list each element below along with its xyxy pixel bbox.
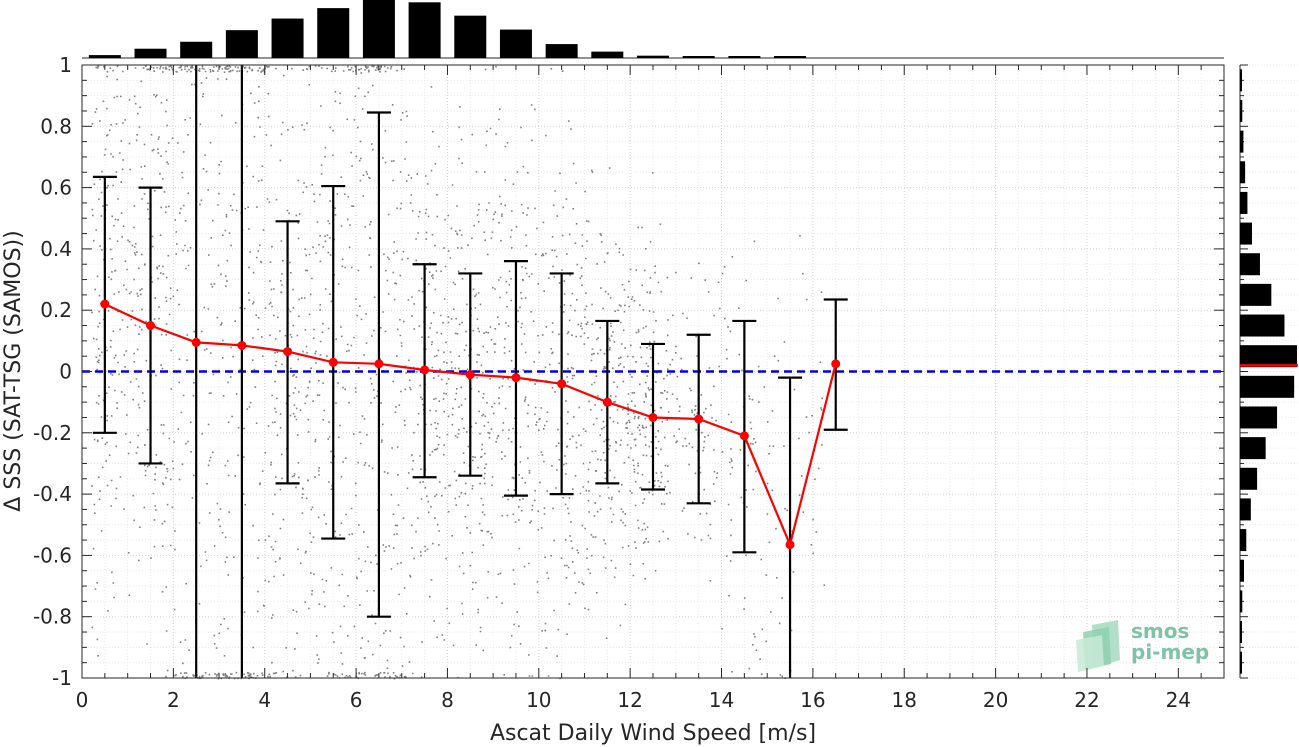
right-histogram-bar (1240, 161, 1246, 184)
right-histogram (1240, 69, 1298, 674)
mean-point (100, 299, 110, 309)
x-tick-label: 10 (526, 688, 551, 712)
right-histogram-bar (1240, 559, 1244, 582)
x-tick-label: 2 (167, 688, 180, 712)
x-tick-label: 22 (1074, 688, 1099, 712)
x-axis-label: Ascat Daily Wind Speed [m/s] (490, 721, 816, 746)
right-histogram-bar (1240, 69, 1242, 92)
y-tick-label: 0.4 (40, 237, 72, 261)
y-tick-label: 0 (59, 360, 72, 384)
x-tick-label: 14 (709, 688, 734, 712)
x-tick-label: 20 (983, 688, 1008, 712)
top-histogram-bar (88, 55, 121, 58)
error-bar (778, 376, 803, 678)
y-axis-label: Δ SSS (SAT-TSG (SAMOS)) (1, 230, 26, 511)
y-tick-label: 0.8 (40, 114, 72, 138)
x-tick-label: 0 (76, 688, 89, 712)
mean-point (146, 321, 156, 331)
mean-point (557, 379, 567, 389)
right-histogram-bar (1240, 253, 1260, 276)
mean-point (328, 357, 338, 367)
right-histogram-bar (1240, 130, 1244, 153)
right-histogram-frame (1239, 64, 1298, 679)
y-tick-label: -0.8 (33, 605, 72, 629)
y-tick-label: -0.2 (33, 421, 72, 445)
right-histogram-bar (1240, 99, 1243, 122)
top-histogram-bar (317, 8, 350, 59)
mean-point (739, 431, 749, 441)
mean-point (602, 397, 612, 407)
right-histogram-bar (1240, 651, 1242, 674)
y-tick-label: -1 (52, 666, 72, 690)
right-histogram-bar (1240, 621, 1242, 644)
top-histogram-bar (134, 48, 167, 58)
top-histogram-bar (591, 51, 624, 58)
mean-point (191, 337, 201, 347)
x-tick-label: 24 (1166, 688, 1191, 712)
x-tick-labels: 0 2 4 6 8 10 12 14 16 18 20 22 24 (76, 688, 1191, 712)
mean-point (785, 540, 795, 550)
mean-point (420, 365, 430, 375)
right-histogram-bar (1240, 314, 1285, 337)
main-plot-area: smos pi-mep (81, 64, 1225, 680)
top-histogram-bar (454, 15, 487, 58)
y-tick-label: -0.4 (33, 482, 72, 506)
smos-pimep-logo: smos pi-mep (1076, 619, 1209, 672)
right-histogram-bar (1240, 406, 1278, 429)
y-tick-label: 1 (59, 53, 72, 77)
x-tick-label: 12 (617, 688, 642, 712)
x-tick-label: 6 (350, 688, 363, 712)
top-histogram-bar (637, 55, 669, 58)
mean-point (648, 412, 658, 422)
top-histogram-bar (180, 41, 213, 58)
right-histogram-bar (1240, 590, 1243, 613)
x-tick-label: 18 (892, 688, 917, 712)
mean-point (283, 347, 293, 357)
top-histogram-bar (499, 29, 532, 58)
top-histogram-bar (408, 2, 441, 59)
top-histogram-bar (545, 44, 578, 58)
y-tick-label: 0.6 (40, 176, 72, 200)
right-histogram-bar (1240, 345, 1297, 368)
x-tick-label: 8 (441, 688, 454, 712)
y-tick-labels: -1 -0.8 -0.6 -0.4 -0.2 0 0.2 0.4 0.6 0.8 1 (33, 53, 72, 690)
top-histogram-bar (225, 30, 258, 58)
mean-point (831, 359, 841, 369)
mean-point (465, 370, 475, 380)
top-histogram-bar (774, 56, 807, 58)
top-histogram (82, 0, 1224, 59)
right-histogram-bar (1240, 283, 1272, 306)
mean-point (511, 373, 521, 383)
mean-point (694, 414, 704, 424)
right-histogram-bar (1240, 375, 1295, 398)
y-tick-label: 0.2 (40, 298, 72, 322)
mean-line (100, 299, 841, 550)
axis-ticks (81, 64, 1225, 679)
right-histogram-bar (1240, 222, 1252, 245)
right-histogram-bar (1240, 191, 1248, 214)
right-histogram-bar (1240, 529, 1247, 552)
logo-line2: pi-mep (1131, 640, 1209, 664)
mean-point (237, 340, 247, 350)
mean-point (374, 359, 384, 369)
top-histogram-bar (271, 18, 304, 59)
x-tick-label: 16 (800, 688, 825, 712)
top-histogram-bar (728, 56, 761, 58)
right-histogram-bar (1240, 437, 1266, 460)
y-tick-label: -0.6 (33, 543, 72, 567)
top-histogram-bar (362, 0, 395, 58)
right-histogram-bar (1240, 498, 1251, 521)
x-tick-label: 4 (258, 688, 271, 712)
logo-line1: smos (1131, 619, 1189, 643)
top-histogram-bar (682, 56, 715, 58)
right-histogram-bar (1240, 467, 1258, 490)
